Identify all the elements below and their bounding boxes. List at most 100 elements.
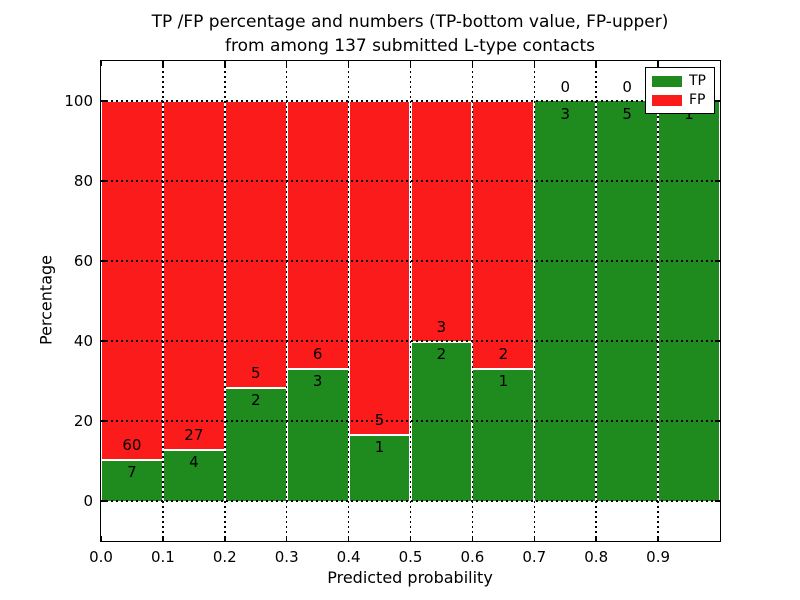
v-gridline [162, 61, 164, 541]
bar-segment-tp [286, 367, 349, 501]
chart-title-line2: from among 137 submitted L-type contacts [224, 36, 595, 56]
v-gridline [471, 61, 474, 541]
y-tick-label: 0 [83, 492, 93, 510]
x-tick-label: 0.3 [274, 548, 299, 566]
tick-mark [224, 536, 226, 541]
tp-count-label: 1 [498, 371, 509, 390]
bar-segment-fp [286, 101, 349, 368]
fp-count-label: 60 [122, 436, 142, 455]
y-tick-label: 60 [73, 252, 93, 270]
fp-count-label: 27 [184, 426, 204, 445]
x-tick-label: 0.7 [522, 548, 547, 566]
legend: TP FP [645, 67, 715, 114]
tick-mark [715, 420, 720, 422]
fp-count-label: 5 [250, 363, 261, 382]
tick-mark [657, 536, 659, 541]
y-tick-label: 80 [73, 172, 93, 190]
tp-legend-label: TP [689, 73, 706, 89]
tick-mark [285, 61, 288, 66]
x-tick-label: 0.8 [584, 548, 609, 566]
tp-legend-swatch-icon [652, 75, 682, 87]
tick-mark [347, 536, 350, 541]
tp-count-label: 3 [312, 371, 323, 390]
y-tick-label: 100 [64, 92, 93, 110]
x-tick-label: 0.0 [89, 548, 113, 566]
fp-count-label: 3 [436, 318, 447, 336]
fp-count-label: 0 [622, 78, 632, 96]
tp-count-label: 1 [374, 438, 385, 457]
plot-area: 60727452635132210305010204060801000.00.1… [64, 60, 721, 566]
bar-segment-fp [472, 101, 535, 368]
tick-mark [162, 61, 164, 66]
x-tick-label: 0.9 [646, 548, 671, 566]
tick-mark [101, 500, 106, 502]
y-tick-label: 40 [73, 332, 93, 350]
fp-count-label: 0 [560, 78, 571, 96]
x-tick-label: 0.2 [212, 548, 237, 566]
tick-mark [657, 61, 659, 66]
v-gridline [595, 61, 597, 541]
fp-legend-swatch-icon [652, 94, 682, 106]
bar-segment-tp [101, 459, 163, 501]
tick-mark [100, 61, 102, 66]
tp-count-label: 7 [127, 463, 137, 482]
tp-count-label: 4 [189, 453, 199, 472]
v-gridline [533, 61, 536, 541]
fp-count-label: 6 [312, 344, 323, 363]
chart-title: TP /FP percentage and numbers (TP-bottom… [100, 10, 720, 58]
tick-mark [101, 100, 106, 102]
tp-count-label: 1 [684, 105, 694, 123]
v-gridline [347, 61, 350, 541]
bar-segment-tp [162, 449, 225, 501]
tick-mark [409, 536, 412, 541]
tick-mark [715, 500, 720, 502]
x-axis-label: Predicted probability [327, 568, 493, 587]
tick-mark [162, 536, 164, 541]
bar-segment-fp [410, 101, 473, 341]
y-tick-label: 20 [73, 412, 93, 430]
x-tick-label: 0.5 [398, 548, 423, 566]
v-gridline [285, 61, 288, 541]
tick-mark [101, 260, 106, 262]
fp-legend-label: FP [689, 92, 706, 108]
tick-mark [533, 61, 536, 66]
v-gridline [409, 61, 412, 541]
tick-mark [224, 61, 226, 66]
tick-mark [595, 61, 597, 66]
tick-mark [347, 61, 350, 66]
x-tick-label: 0.4 [336, 548, 361, 566]
tick-mark [101, 420, 106, 422]
fp-count-label: 5 [374, 411, 385, 430]
tick-mark [715, 100, 720, 102]
bar-segment-fp [101, 101, 163, 460]
v-gridline [224, 61, 226, 541]
fp-count-label: 2 [498, 344, 509, 363]
bar-segment-fp [224, 101, 287, 387]
tick-mark [100, 536, 102, 541]
tick-mark [715, 260, 720, 262]
chart-title-line1: TP /FP percentage and numbers (TP-bottom… [151, 12, 669, 32]
bar-segment-fp [162, 101, 225, 450]
bar-segment-fp [348, 101, 411, 435]
tp-count-label: 2 [436, 345, 447, 363]
bar-segment-tp [224, 386, 287, 501]
tick-mark [101, 340, 106, 342]
tick-mark [533, 536, 536, 541]
x-tick-label: 0.1 [150, 548, 175, 566]
bar-segment-tp [658, 101, 720, 501]
bar-segment-tp [534, 101, 597, 501]
legend-item-tp: TP [652, 73, 708, 89]
tp-count-label: 5 [622, 105, 632, 123]
tick-mark [101, 180, 106, 182]
tp-count-label: 3 [560, 105, 571, 123]
tick-mark [595, 536, 597, 541]
bar-segment-tp [472, 367, 535, 501]
legend-item-fp: FP [652, 92, 708, 108]
bar-segment-tp [596, 101, 659, 501]
tick-mark [285, 536, 288, 541]
tp-count-label: 2 [250, 390, 261, 409]
tick-mark [471, 536, 474, 541]
v-gridline [657, 61, 659, 541]
bar-segment-tp [348, 434, 411, 501]
